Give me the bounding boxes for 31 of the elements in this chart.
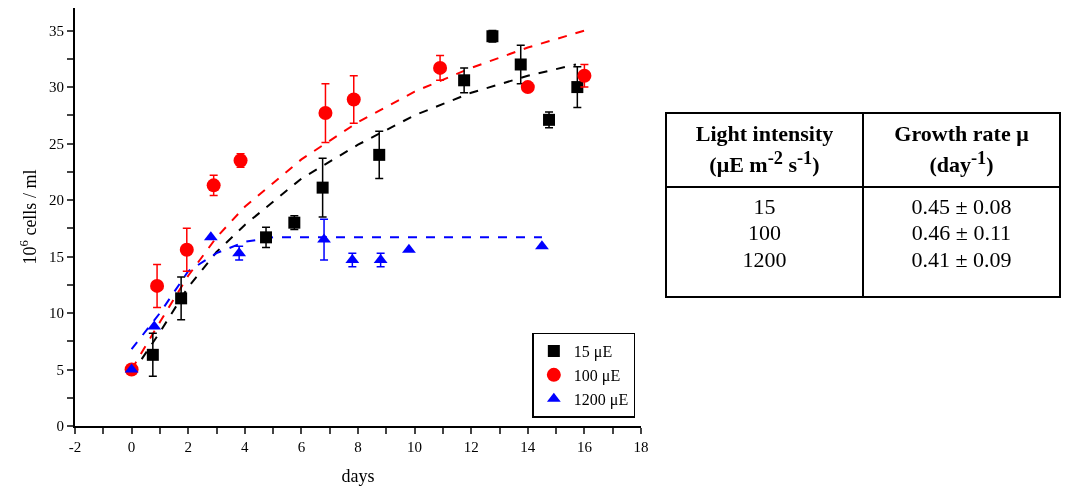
legend-label: 15 μE xyxy=(573,343,613,362)
y-tick-label: 20 xyxy=(49,192,64,209)
y-tick-label: 35 xyxy=(49,22,64,39)
x-tick-label: 8 xyxy=(354,439,362,455)
x-tick-label: 12 xyxy=(463,439,479,455)
x-tick-label: -2 xyxy=(68,439,82,455)
text: 0.46 ± 0.11 xyxy=(910,220,1013,247)
text: 0.41 ± 0.09 xyxy=(910,246,1013,274)
x-tick-label: 14 xyxy=(520,439,536,455)
x-tick-label: 6 xyxy=(297,439,306,455)
text: Growth rate μ (day$^{-1}$) xyxy=(863,114,1059,187)
x-tick-label: 2 xyxy=(184,439,192,455)
text: 100 xyxy=(667,220,863,247)
text: 0.45 ± 0.08 xyxy=(910,193,1013,221)
text: 1200 xyxy=(667,246,863,274)
x-tick-label: 10 xyxy=(407,439,423,455)
x-tick-label: 0 xyxy=(127,439,136,455)
y-tick-label: 0 xyxy=(56,418,64,435)
legend-label: 1200 μE xyxy=(573,390,629,409)
text: 15 xyxy=(667,187,863,221)
x-tick-label: 4 xyxy=(241,439,250,455)
legend-label: 100 μE xyxy=(573,367,621,386)
y-tick-label: 15 xyxy=(49,248,64,265)
y-tick-label: 10 xyxy=(49,305,64,322)
y-tick-label: 25 xyxy=(49,135,64,152)
x-axis-title: days xyxy=(341,465,375,486)
x-tick-label: 18 xyxy=(633,439,649,455)
y-tick-label: 30 xyxy=(49,79,64,96)
y-tick-label: 5 xyxy=(56,361,64,378)
text: Light intensity (μE m$^{-2}$ s$^{-1}$) xyxy=(667,114,863,187)
x-tick-label: 16 xyxy=(576,439,593,455)
